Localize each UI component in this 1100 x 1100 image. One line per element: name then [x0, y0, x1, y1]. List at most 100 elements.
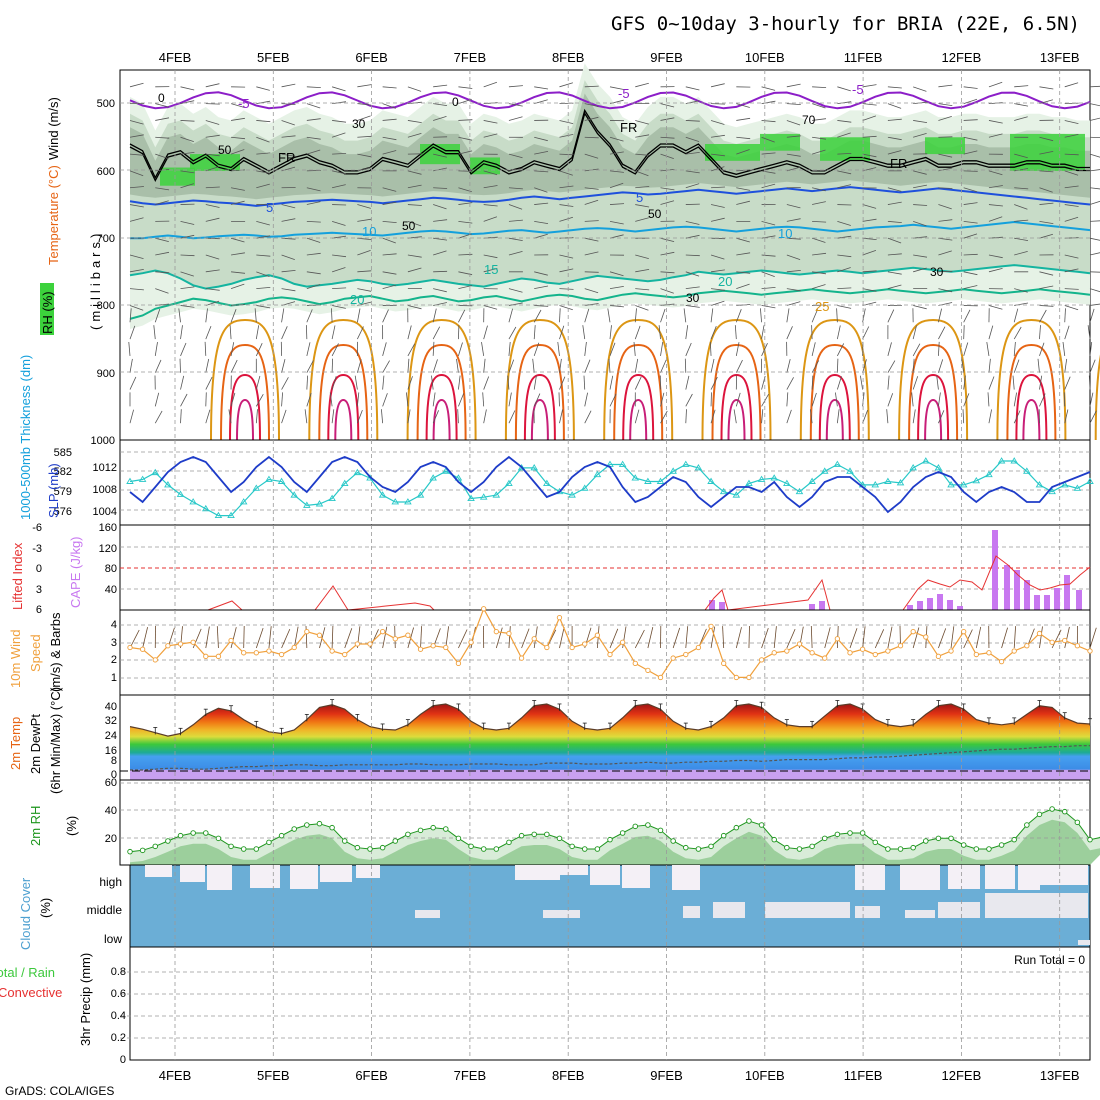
wind-barb — [281, 392, 283, 407]
cloud-gap-high — [560, 865, 588, 875]
wind-barb — [913, 120, 928, 123]
thickness-slp-grid — [120, 440, 1090, 525]
wind-barb — [609, 136, 624, 142]
wind-barb — [736, 252, 751, 256]
wind-barb — [938, 167, 953, 172]
boundary-layer-isotherm — [818, 373, 851, 441]
wind-barb — [483, 120, 498, 124]
rh2m-marker — [657, 827, 664, 834]
wind-barb — [154, 308, 161, 323]
wind-barb — [154, 410, 163, 424]
wind10m-barb — [445, 626, 449, 649]
li-tick-6: 6 — [36, 604, 42, 616]
rh2m-marker — [784, 844, 790, 851]
wind10m-barb — [1013, 626, 1016, 649]
wind10m-marker — [468, 639, 474, 645]
wind-barb — [180, 325, 183, 340]
wind-barb — [382, 86, 397, 89]
wind-barb — [1089, 85, 1100, 88]
wind-barb — [912, 376, 919, 390]
wind-barb — [786, 288, 801, 292]
wind-barb — [129, 82, 144, 88]
wind-barb — [635, 204, 650, 208]
wind-barb — [129, 325, 136, 340]
wind-barb — [458, 309, 466, 323]
wind-barb — [1089, 187, 1100, 190]
rh2m-marker — [190, 830, 196, 836]
precip-tick-06: 0.6 — [111, 988, 126, 1000]
wind-barb — [811, 342, 816, 357]
wind-barb — [230, 309, 237, 323]
wind-barb — [1087, 325, 1091, 340]
wind-barb — [786, 377, 794, 390]
wind10m-marker — [506, 630, 512, 637]
wind-barb — [913, 204, 928, 206]
wind-barb — [938, 103, 953, 106]
wind10m-barb — [216, 626, 219, 649]
wind10m-marker — [531, 636, 537, 642]
label-5-a: 5 — [266, 200, 273, 215]
wind-barb — [256, 136, 270, 143]
wind-barb — [887, 220, 902, 223]
rh2m-marker — [859, 830, 866, 836]
wind-barb — [331, 267, 346, 273]
wind-barb — [710, 217, 725, 222]
cape-bar — [907, 605, 913, 610]
wind-barb — [205, 409, 211, 424]
rh2m-marker — [708, 843, 714, 850]
wind-barb — [456, 358, 459, 373]
wind-barb — [533, 375, 537, 390]
rh2m-marker — [1049, 806, 1055, 812]
wind-barb — [862, 204, 877, 209]
rh2m-marker — [177, 832, 184, 839]
wind-barb — [609, 203, 625, 205]
wind10m-barb — [761, 627, 769, 649]
cloud-gap-high — [672, 865, 700, 890]
wind10m-barb — [1051, 629, 1062, 649]
wind10m-marker — [152, 657, 158, 663]
wind-barb — [1089, 410, 1097, 424]
wind-barb — [685, 220, 700, 225]
label-minus5-a: -5 — [238, 96, 250, 111]
thickness-marker — [959, 481, 968, 488]
wind-barb — [685, 183, 700, 189]
wind-barb — [1064, 288, 1079, 290]
wind10m-barb — [672, 627, 681, 649]
wind-barb — [559, 358, 562, 373]
wind-barb — [534, 86, 549, 90]
wind10m-marker — [215, 653, 222, 659]
wind-barb — [609, 86, 624, 90]
wind-barb — [1089, 169, 1100, 172]
cape-bar — [1034, 595, 1040, 610]
wind-barb — [205, 186, 220, 189]
wind-barb — [508, 359, 515, 373]
wind-barb — [1039, 393, 1046, 407]
wind-barb — [786, 204, 801, 209]
wind-barb — [836, 358, 839, 373]
wind-barb — [963, 150, 978, 155]
label-20-a: 20 — [350, 292, 364, 307]
wind-barb — [256, 305, 271, 309]
wind-barb — [660, 308, 666, 323]
wind-barb — [963, 375, 966, 390]
wind-barb — [963, 98, 978, 105]
label-rh70: 70 — [802, 113, 816, 127]
wind-barb — [1064, 308, 1066, 323]
boundary-layer-isotherm — [334, 398, 353, 441]
thickness-marker — [404, 498, 412, 505]
wind-barb — [811, 149, 826, 155]
thickness-marker — [328, 494, 336, 501]
wind-barb — [382, 284, 397, 290]
rh2m-marker — [847, 830, 853, 836]
top-day-label: 6FEB — [355, 50, 388, 65]
wind-barb — [835, 392, 838, 407]
wind-barb — [733, 409, 737, 424]
cape-bar — [927, 598, 933, 610]
wind-barb — [685, 254, 700, 257]
wind-barb — [1039, 151, 1054, 155]
bottom-day-label: 4FEB — [159, 1068, 192, 1083]
boundary-layer-isotherm — [210, 318, 280, 441]
wind-barb — [1039, 375, 1043, 390]
wind-barb — [811, 392, 817, 407]
wind-barb — [584, 303, 599, 306]
